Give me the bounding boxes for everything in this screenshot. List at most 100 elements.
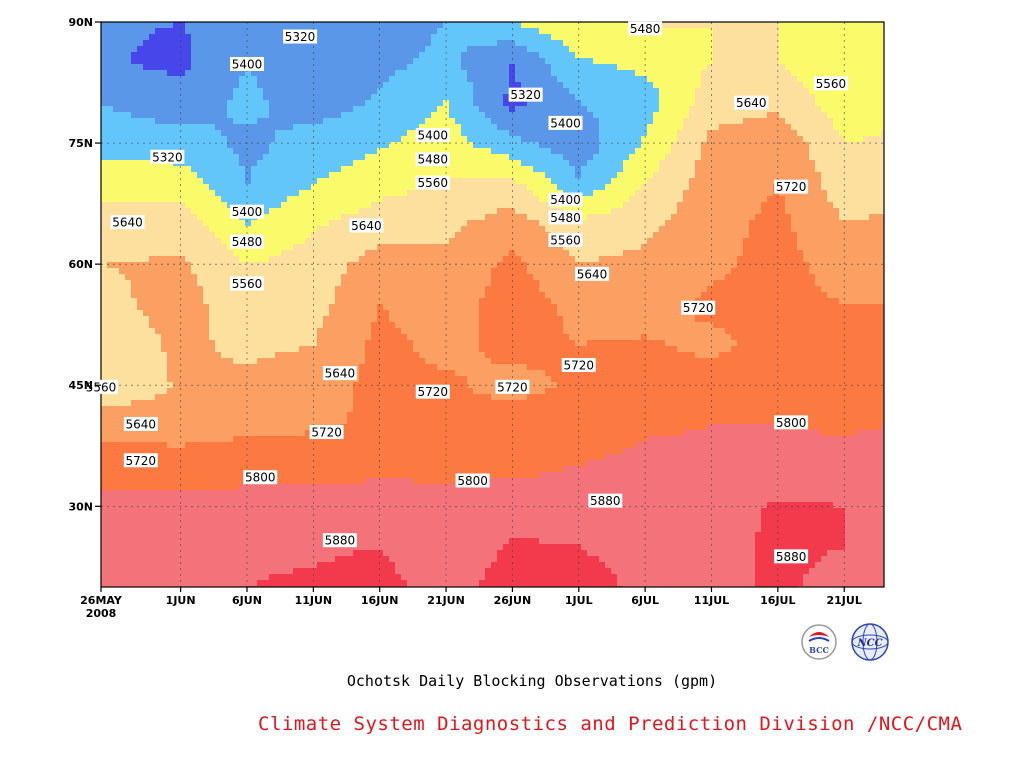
- heat-cell: [209, 352, 216, 359]
- heat-cell: [335, 400, 342, 407]
- heat-cell: [137, 568, 144, 575]
- heat-cell: [293, 538, 300, 545]
- heat-cell: [335, 172, 342, 179]
- heat-cell: [317, 178, 324, 185]
- heat-cell: [131, 472, 138, 479]
- heat-cell: [221, 316, 228, 323]
- heat-cell: [323, 64, 330, 71]
- heat-cell: [263, 130, 270, 137]
- heat-cell: [221, 460, 228, 467]
- heat-cell: [377, 358, 384, 365]
- heat-cell: [119, 250, 126, 257]
- heat-cell: [101, 580, 108, 587]
- heat-cell: [275, 280, 282, 287]
- heat-cell: [101, 34, 108, 41]
- heat-cell: [221, 70, 228, 77]
- heat-cell: [215, 196, 222, 203]
- heat-cell: [113, 316, 120, 323]
- heat-cell: [131, 388, 138, 395]
- heat-cell: [329, 454, 336, 461]
- heat-cell: [185, 160, 192, 167]
- heat-cell: [365, 430, 372, 437]
- heat-cell: [203, 76, 210, 83]
- heat-cell: [395, 430, 402, 437]
- heat-cell: [227, 46, 234, 53]
- heat-cell: [281, 502, 288, 509]
- heat-cell: [269, 364, 276, 371]
- heat-cell: [149, 298, 156, 305]
- heat-cell: [377, 22, 384, 29]
- heat-cell: [311, 526, 318, 533]
- heat-cell: [149, 88, 156, 95]
- heat-cell: [179, 70, 186, 77]
- heat-cell: [155, 328, 162, 335]
- heat-cell: [365, 202, 372, 209]
- heat-cell: [305, 202, 312, 209]
- heat-cell: [179, 316, 186, 323]
- heat-cell: [287, 322, 294, 329]
- heat-cell: [269, 94, 276, 101]
- heat-cell: [101, 496, 108, 503]
- heat-cell: [209, 130, 216, 137]
- heat-cell: [401, 484, 408, 491]
- heat-cell: [185, 406, 192, 413]
- heat-cell: [269, 544, 276, 551]
- heat-cell: [251, 346, 258, 353]
- heat-cell: [215, 580, 222, 587]
- heat-cell: [203, 472, 210, 479]
- heat-cell: [131, 160, 138, 167]
- heat-cell: [317, 460, 324, 467]
- heat-cell: [227, 148, 234, 155]
- heat-cell: [281, 514, 288, 521]
- heat-cell: [137, 286, 144, 293]
- heat-cell: [275, 64, 282, 71]
- heat-cell: [311, 166, 318, 173]
- heat-cell: [275, 448, 282, 455]
- heat-cell: [233, 382, 240, 389]
- heat-cell: [377, 334, 384, 341]
- heat-cell: [185, 274, 192, 281]
- heat-cell: [119, 514, 126, 521]
- heat-cell: [197, 574, 204, 581]
- heat-cell: [401, 64, 408, 71]
- heat-cell: [329, 22, 336, 29]
- heat-cell: [101, 394, 108, 401]
- heat-cell: [371, 34, 378, 41]
- heat-cell: [293, 184, 300, 191]
- heat-cell: [191, 52, 198, 59]
- heat-cell: [275, 496, 282, 503]
- heat-cell: [257, 382, 264, 389]
- heat-cell: [155, 520, 162, 527]
- heat-cell: [215, 142, 222, 149]
- heat-cell: [347, 358, 354, 365]
- heat-cell: [413, 232, 420, 239]
- heat-cell: [335, 310, 342, 317]
- heat-cell: [173, 436, 180, 443]
- heat-cell: [323, 292, 330, 299]
- heat-cell: [329, 226, 336, 233]
- heat-cell: [233, 484, 240, 491]
- heat-cell: [383, 166, 390, 173]
- heat-cell: [113, 160, 120, 167]
- heat-cell: [251, 268, 258, 275]
- heat-cell: [347, 448, 354, 455]
- heat-cell: [329, 394, 336, 401]
- heat-cell: [173, 358, 180, 365]
- heat-cell: [233, 436, 240, 443]
- heat-cell: [143, 82, 150, 89]
- heat-cell: [203, 502, 210, 509]
- heat-cell: [323, 316, 330, 323]
- heat-cell: [125, 64, 132, 71]
- heat-cell: [323, 58, 330, 65]
- heat-cell: [101, 208, 108, 215]
- heat-cell: [287, 466, 294, 473]
- heat-cell: [179, 400, 186, 407]
- heat-cell: [143, 514, 150, 521]
- heat-cell: [299, 172, 306, 179]
- heat-cell: [155, 268, 162, 275]
- heat-cell: [101, 166, 108, 173]
- heat-cell: [257, 550, 264, 557]
- heat-cell: [251, 172, 258, 179]
- heat-cell: [239, 304, 246, 311]
- heat-cell: [401, 472, 408, 479]
